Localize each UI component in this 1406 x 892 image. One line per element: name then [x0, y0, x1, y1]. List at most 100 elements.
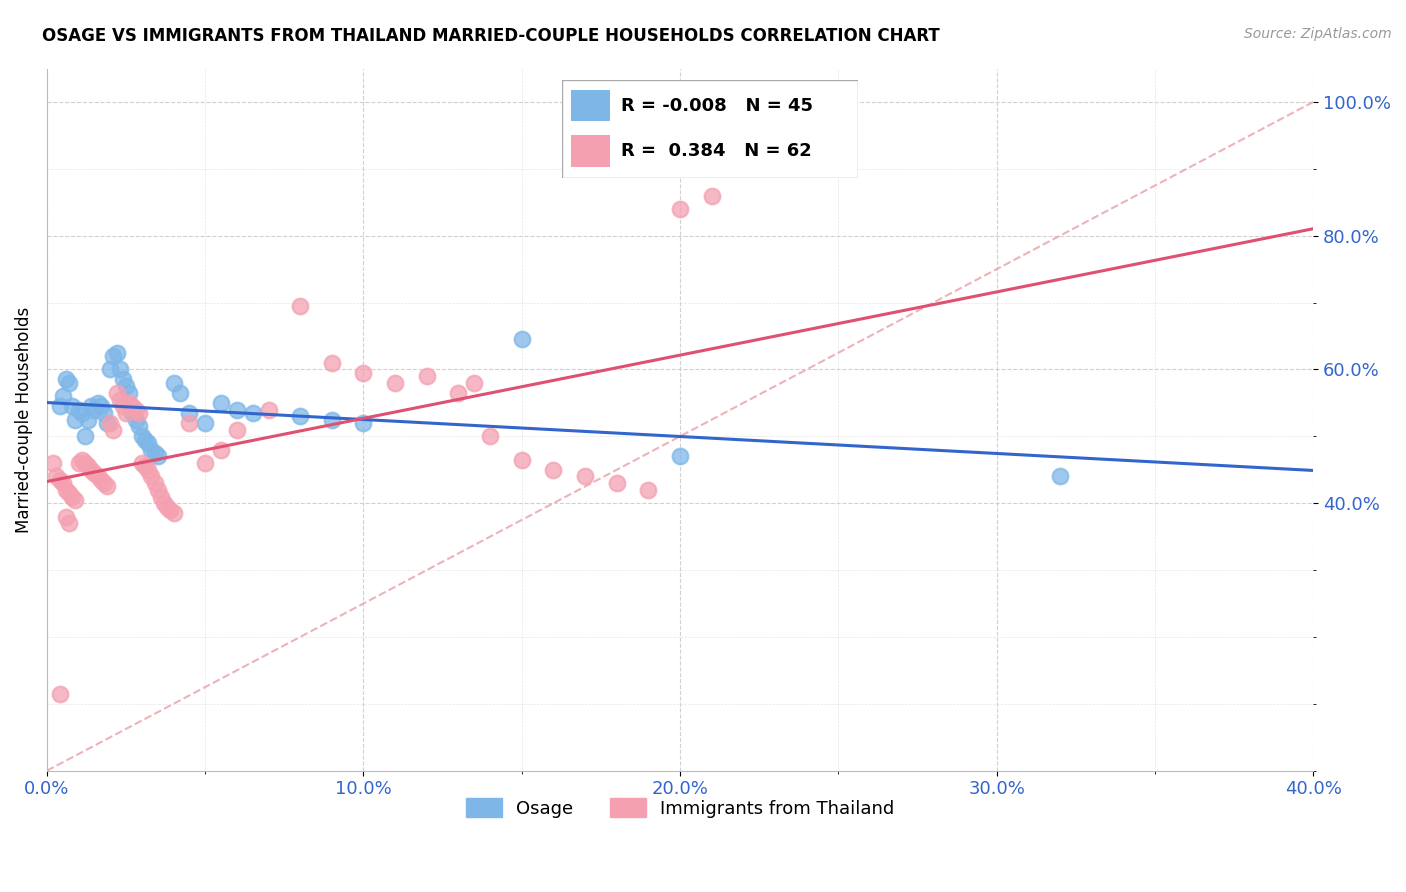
- Point: [108, 362, 131, 376]
- Point: [115, 379, 138, 393]
- Point: [128, 419, 150, 434]
- Point: [52, 389, 75, 403]
- FancyBboxPatch shape: [562, 80, 858, 178]
- Point: [103, 423, 125, 437]
- Point: [48, 399, 70, 413]
- Point: [60, 399, 83, 413]
- Point: [45, 469, 67, 483]
- Point: [60, 490, 83, 504]
- Point: [52, 476, 75, 491]
- Point: [574, 469, 596, 483]
- Point: [105, 385, 128, 400]
- Point: [288, 409, 311, 424]
- Point: [65, 492, 87, 507]
- Point: [146, 450, 169, 464]
- Point: [447, 385, 470, 400]
- Point: [93, 476, 115, 491]
- Point: [209, 442, 232, 457]
- Point: [65, 412, 87, 426]
- Point: [67, 456, 90, 470]
- Point: [55, 509, 77, 524]
- Point: [136, 463, 159, 477]
- Point: [90, 399, 112, 413]
- Point: [606, 476, 628, 491]
- Point: [55, 483, 77, 497]
- Point: [209, 396, 232, 410]
- Point: [111, 399, 134, 413]
- Point: [58, 516, 80, 531]
- Point: [146, 483, 169, 497]
- Point: [353, 416, 375, 430]
- Point: [143, 446, 166, 460]
- Point: [124, 402, 146, 417]
- Point: [141, 442, 163, 457]
- Point: [384, 376, 406, 390]
- Text: OSAGE VS IMMIGRANTS FROM THAILAND MARRIED-COUPLE HOUSEHOLDS CORRELATION CHART: OSAGE VS IMMIGRANTS FROM THAILAND MARRIE…: [42, 27, 941, 45]
- Point: [179, 416, 201, 430]
- Point: [42, 456, 65, 470]
- Point: [73, 429, 96, 443]
- Point: [98, 362, 121, 376]
- Point: [111, 372, 134, 386]
- Point: [416, 369, 439, 384]
- Point: [136, 436, 159, 450]
- Point: [153, 496, 176, 510]
- Text: R =  0.384   N = 62: R = 0.384 N = 62: [621, 142, 813, 160]
- Point: [93, 406, 115, 420]
- Point: [162, 376, 184, 390]
- Point: [134, 459, 156, 474]
- Point: [134, 433, 156, 447]
- Point: [70, 452, 93, 467]
- Point: [86, 396, 108, 410]
- Point: [98, 416, 121, 430]
- Point: [80, 399, 103, 413]
- Point: [288, 299, 311, 313]
- Point: [128, 406, 150, 420]
- Point: [118, 396, 141, 410]
- Point: [96, 416, 118, 430]
- Point: [58, 376, 80, 390]
- Point: [67, 402, 90, 417]
- Point: [70, 406, 93, 420]
- Point: [637, 483, 659, 497]
- Point: [141, 469, 163, 483]
- Point: [321, 356, 343, 370]
- Point: [124, 412, 146, 426]
- Point: [479, 429, 502, 443]
- Point: [510, 332, 533, 346]
- Point: [159, 503, 181, 517]
- Point: [700, 188, 723, 202]
- Point: [131, 456, 153, 470]
- Point: [77, 459, 100, 474]
- Point: [321, 412, 343, 426]
- Point: [115, 406, 138, 420]
- Point: [225, 423, 247, 437]
- Point: [162, 506, 184, 520]
- Point: [80, 463, 103, 477]
- Point: [169, 385, 191, 400]
- Bar: [571, 90, 610, 121]
- Point: [156, 500, 179, 514]
- Point: [131, 429, 153, 443]
- Y-axis label: Married-couple Households: Married-couple Households: [15, 307, 32, 533]
- Point: [118, 385, 141, 400]
- Point: [108, 392, 131, 407]
- Point: [143, 476, 166, 491]
- Point: [669, 450, 692, 464]
- Point: [257, 402, 280, 417]
- Text: Source: ZipAtlas.com: Source: ZipAtlas.com: [1244, 27, 1392, 41]
- Point: [242, 406, 264, 420]
- Point: [1049, 469, 1071, 483]
- Point: [77, 412, 100, 426]
- Point: [83, 466, 105, 480]
- Legend: Osage, Immigrants from Thailand: Osage, Immigrants from Thailand: [458, 791, 901, 825]
- Point: [121, 406, 143, 420]
- Point: [103, 349, 125, 363]
- Point: [149, 490, 172, 504]
- Point: [55, 372, 77, 386]
- Point: [353, 366, 375, 380]
- Point: [225, 402, 247, 417]
- Point: [83, 402, 105, 417]
- Point: [463, 376, 485, 390]
- Bar: [571, 136, 610, 167]
